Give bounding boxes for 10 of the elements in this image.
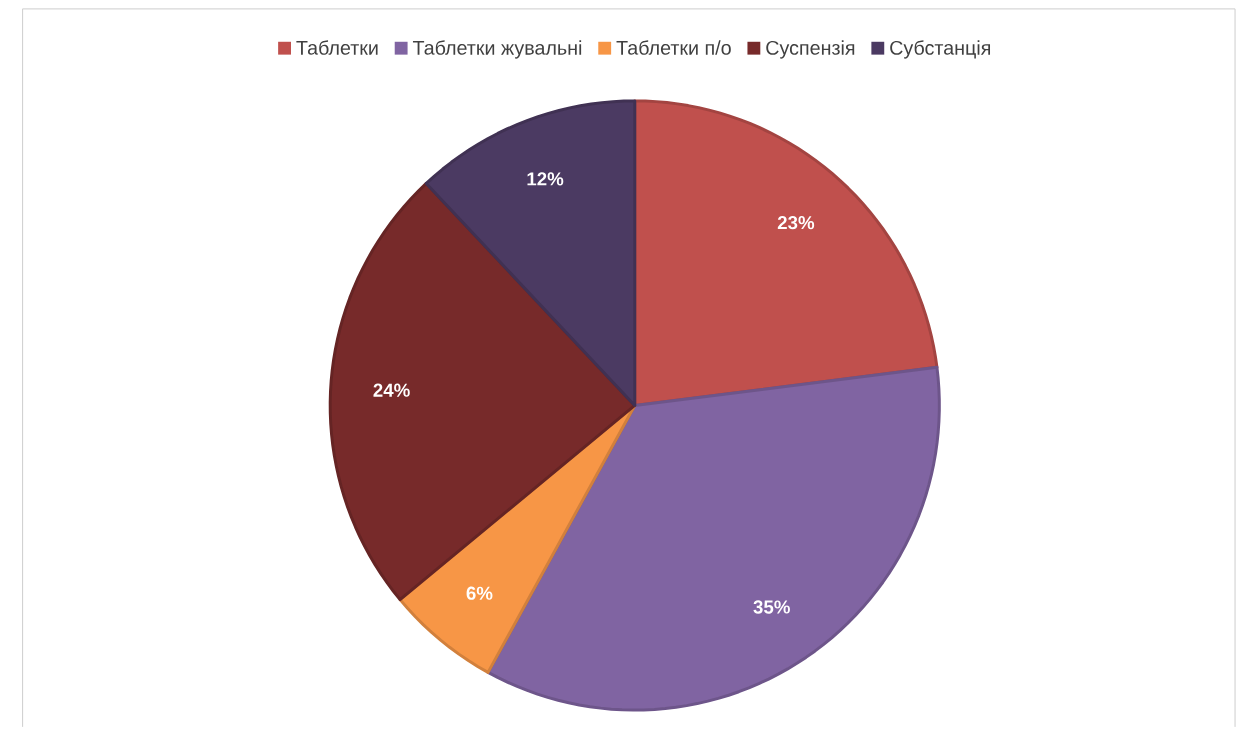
- legend-label: Суспензія: [766, 40, 855, 59]
- legend-label: Таблетки жувальні: [412, 40, 582, 59]
- data-label: 12%: [527, 172, 564, 186]
- legend-label: Таблетки: [296, 40, 378, 55]
- data-label: 6%: [466, 586, 493, 600]
- data-label: 24%: [373, 383, 410, 397]
- legend-label: Субстанція: [890, 40, 991, 59]
- legend-label: Таблетки п/о: [616, 40, 731, 55]
- data-label: 23%: [777, 216, 815, 230]
- data-label: 35%: [753, 600, 790, 614]
